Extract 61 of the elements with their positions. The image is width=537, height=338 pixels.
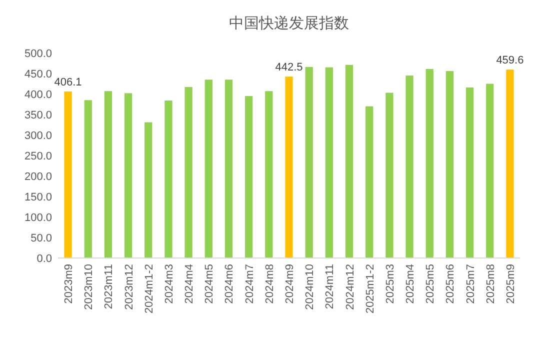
bar <box>204 80 212 258</box>
x-tick-label: 2025m7 <box>464 264 477 304</box>
bar <box>265 91 273 258</box>
x-tick-label: 2025m9 <box>504 264 517 304</box>
bar <box>184 87 192 258</box>
data-label: 406.1 <box>54 76 82 88</box>
y-tick-label: 300.0 <box>24 130 52 142</box>
bar <box>426 68 434 258</box>
y-tick-label: 250.0 <box>24 150 52 162</box>
bar <box>124 93 132 258</box>
bar <box>64 92 72 258</box>
y-tick-label: 50.0 <box>30 232 52 244</box>
x-tick-label: 2025m4 <box>404 264 417 304</box>
bar <box>466 87 474 258</box>
bar <box>164 100 172 258</box>
x-tick-label: 2025m6 <box>444 264 457 304</box>
x-tick-label: 2024m5 <box>204 264 216 304</box>
y-tick-label: 100.0 <box>24 212 52 224</box>
bar <box>325 67 333 258</box>
bar <box>345 64 354 258</box>
x-tick-label: 2024m6 <box>224 264 236 304</box>
bar <box>84 100 92 258</box>
x-tick-label: 2024m8 <box>264 264 276 304</box>
x-tick-label: 2025m3 <box>384 264 396 304</box>
bar <box>506 70 514 258</box>
x-tick-label: 2025m1-2 <box>364 264 376 314</box>
x-tick-label: 2023m9 <box>63 264 76 304</box>
y-tick-label: 500.0 <box>24 48 52 60</box>
y-tick-label: 400.0 <box>24 89 52 101</box>
bar <box>224 80 233 258</box>
data-label: 459.6 <box>496 54 524 67</box>
y-tick-label: 350.0 <box>24 110 52 122</box>
x-tick-label: 2025m5 <box>424 264 437 304</box>
bar <box>406 76 414 258</box>
bar <box>486 84 494 258</box>
x-tick-label: 2024m12 <box>344 264 356 310</box>
y-tick-label: 150.0 <box>24 192 52 204</box>
x-tick-label: 2024m9 <box>284 264 296 304</box>
bar <box>366 106 374 258</box>
x-tick-label: 2025m8 <box>484 264 497 304</box>
x-tick-label: 2024m4 <box>184 264 196 304</box>
bar <box>446 71 454 258</box>
y-tick-label: 0.0 <box>36 253 52 265</box>
bar <box>245 96 253 258</box>
x-tick-label: 2023m10 <box>83 264 96 310</box>
bar <box>285 76 293 258</box>
bar <box>104 91 112 258</box>
x-tick-label: 2024m10 <box>304 264 316 310</box>
x-tick-label: 2024m11 <box>324 264 336 310</box>
x-tick-label: 2024m7 <box>244 264 256 304</box>
bar <box>305 66 313 258</box>
x-tick-label: 2024m1-2 <box>143 264 156 314</box>
y-tick-label: 200.0 <box>24 171 52 183</box>
x-tick-label: 2024m3 <box>163 264 176 304</box>
x-tick-label: 2023m11 <box>103 264 116 310</box>
y-tick-label: 450.0 <box>24 68 52 80</box>
bar <box>386 92 394 258</box>
x-tick-label: 2023m12 <box>123 264 136 310</box>
data-label: 442.5 <box>275 62 303 74</box>
bar <box>144 122 152 258</box>
chart-title: 中国快递发展指数 <box>229 15 349 32</box>
